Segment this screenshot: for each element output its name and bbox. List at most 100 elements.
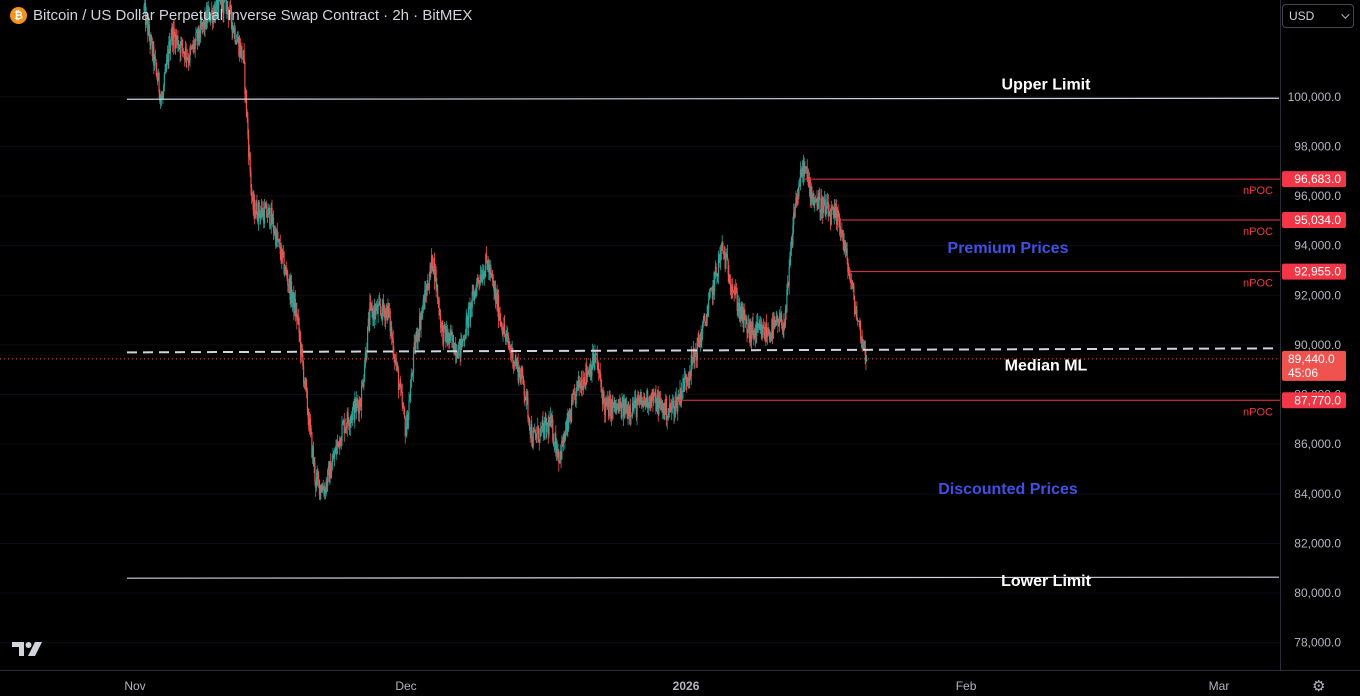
candle-body bbox=[340, 441, 342, 446]
candle-body bbox=[235, 41, 237, 44]
time-axis[interactable]: Nov Dec 2026 Feb Mar bbox=[124, 679, 1229, 693]
y-tick-label: 84,000.0 bbox=[1294, 487, 1341, 501]
symbol-title[interactable]: Bitcoin / US Dollar Perpetual Inverse Sw… bbox=[33, 6, 473, 24]
candle-body bbox=[670, 406, 672, 411]
candle-body bbox=[628, 408, 630, 417]
candle-body bbox=[801, 173, 803, 176]
candle-body bbox=[548, 420, 550, 435]
candle-body bbox=[674, 400, 677, 411]
candle-body bbox=[604, 401, 606, 415]
candle-body bbox=[774, 319, 776, 325]
candle-body bbox=[851, 280, 853, 289]
level-line[interactable] bbox=[126, 347, 1280, 354]
candle-body bbox=[660, 401, 662, 405]
candle-body bbox=[188, 61, 190, 63]
candle-body bbox=[772, 319, 774, 338]
candle-body bbox=[625, 405, 628, 408]
candle-body bbox=[665, 398, 668, 421]
candle-body bbox=[324, 488, 326, 495]
candle-body bbox=[148, 24, 150, 38]
candle-body bbox=[337, 441, 339, 443]
candle-body bbox=[641, 397, 643, 403]
candle-body bbox=[710, 288, 712, 290]
gear-icon[interactable]: ⚙ bbox=[1312, 677, 1326, 695]
candle-body bbox=[845, 248, 847, 252]
candle-body bbox=[491, 273, 493, 278]
candle-body bbox=[445, 332, 447, 342]
candle-body bbox=[578, 376, 580, 388]
candle-body bbox=[183, 52, 185, 54]
candle-body bbox=[790, 237, 793, 251]
candle-body bbox=[584, 383, 586, 385]
candle-body bbox=[513, 362, 515, 368]
candle-body bbox=[551, 419, 553, 423]
candle-body bbox=[543, 425, 545, 439]
currency-select[interactable]: USD bbox=[1282, 4, 1354, 28]
candle-body bbox=[559, 451, 561, 461]
candle-body bbox=[232, 26, 234, 33]
candle-body bbox=[564, 438, 566, 442]
candle-body bbox=[690, 354, 692, 377]
candle-body bbox=[830, 209, 832, 225]
candle-body bbox=[777, 318, 779, 326]
candle-body bbox=[159, 91, 161, 102]
candle-body bbox=[694, 351, 696, 361]
candle-body bbox=[536, 433, 538, 439]
candle-body bbox=[529, 428, 531, 435]
candle-body bbox=[504, 324, 506, 335]
candle-body bbox=[583, 377, 586, 384]
candle-body bbox=[424, 289, 426, 309]
candle-body bbox=[408, 400, 410, 413]
candle-body bbox=[619, 401, 621, 411]
candle-body bbox=[488, 264, 490, 272]
candle-body bbox=[153, 45, 155, 66]
candle-body bbox=[581, 379, 583, 390]
candle-body bbox=[245, 90, 248, 114]
candle-body bbox=[438, 299, 440, 315]
candle-body bbox=[179, 46, 181, 54]
candle-body bbox=[663, 403, 665, 416]
zone-label: Premium Prices bbox=[948, 240, 1069, 257]
candle-body bbox=[381, 313, 383, 320]
candle-body bbox=[601, 386, 603, 391]
candle-body bbox=[540, 428, 542, 429]
candle-body bbox=[586, 364, 588, 378]
candle-body bbox=[855, 309, 857, 311]
candle-body bbox=[330, 469, 333, 479]
candle-body bbox=[644, 399, 646, 406]
candle-body bbox=[541, 420, 543, 426]
level-line[interactable] bbox=[126, 576, 1280, 579]
candle-body bbox=[697, 337, 699, 340]
candle-body bbox=[571, 399, 573, 422]
candle-body bbox=[515, 359, 517, 367]
candle-body bbox=[720, 250, 722, 262]
candle-body bbox=[312, 448, 315, 465]
candle-body bbox=[264, 206, 266, 209]
candle-body bbox=[315, 477, 318, 488]
candle-body bbox=[607, 398, 610, 417]
candle-body bbox=[519, 367, 521, 376]
candle-body bbox=[568, 411, 570, 430]
candle-body bbox=[537, 426, 539, 434]
candle-body bbox=[229, 5, 231, 15]
candle-body bbox=[427, 283, 429, 289]
candle-body bbox=[400, 381, 402, 389]
candle-body bbox=[770, 333, 772, 336]
candle-body bbox=[146, 14, 148, 19]
candle-body bbox=[296, 309, 298, 321]
candle-body bbox=[650, 392, 653, 407]
candle-body bbox=[260, 207, 263, 213]
candle-body bbox=[503, 324, 505, 334]
candle-body bbox=[726, 253, 729, 261]
tradingview-logo-icon[interactable] bbox=[12, 640, 44, 658]
candle-body bbox=[585, 364, 587, 385]
candle-body bbox=[655, 393, 657, 412]
candle-body bbox=[345, 426, 348, 428]
candle-body bbox=[297, 317, 299, 321]
candle-body bbox=[257, 218, 259, 222]
candle-body bbox=[547, 423, 549, 435]
candle-body bbox=[368, 318, 370, 326]
level-line[interactable] bbox=[126, 97, 1280, 100]
candle-body bbox=[509, 347, 511, 349]
